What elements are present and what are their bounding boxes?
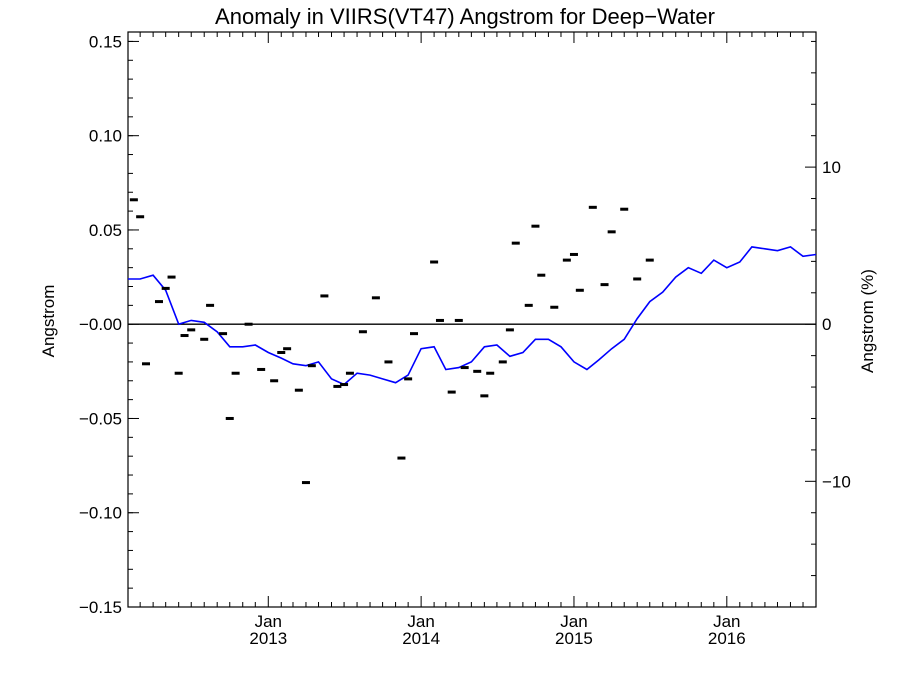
x-tick-label-year: 2016 (708, 629, 746, 648)
data-point (333, 384, 342, 388)
y2-tick-label: 10 (822, 158, 841, 177)
data-point (410, 332, 419, 336)
data-point (180, 334, 189, 338)
y-tick-label: −0.15 (79, 598, 122, 617)
y2-axis-label: Angstrom (%) (858, 269, 877, 373)
data-point (524, 303, 533, 307)
data-point (550, 305, 559, 309)
y-tick-label: 0.15 (89, 32, 122, 51)
data-point (277, 350, 286, 354)
data-point (633, 277, 642, 281)
y-axis-right: 10 0 −10 (805, 40, 851, 608)
data-point (531, 224, 540, 228)
data-point (244, 322, 253, 326)
y2-tick-label: −10 (822, 472, 851, 491)
data-point (384, 360, 393, 364)
data-point (136, 215, 145, 219)
blue-line (128, 246, 817, 386)
y-tick-label: −0.05 (79, 409, 122, 428)
x-tick-label-month: Jan (255, 612, 282, 631)
y-tick-label: −0.00 (79, 315, 122, 334)
y-axis-left: 0.15 0.10 0.05 −0.00 −0.05 −0.10 −0.15 (79, 32, 139, 617)
y2-tick-label: 0 (822, 315, 831, 334)
data-point (301, 481, 310, 485)
data-point (219, 332, 228, 336)
x-tick-label-year: 2015 (555, 629, 593, 648)
data-point (371, 296, 380, 300)
data-point (447, 390, 456, 394)
data-point (620, 207, 629, 211)
data-point (206, 303, 215, 307)
data-point (340, 383, 349, 387)
data-point (498, 360, 507, 364)
data-point (345, 371, 354, 375)
data-point (480, 394, 489, 398)
y-axis-label: Angstrom (39, 285, 58, 358)
data-point (600, 283, 609, 287)
data-point (307, 364, 316, 368)
data-point (270, 379, 279, 383)
y-tick-label: 0.10 (89, 127, 122, 146)
data-point (569, 252, 578, 256)
data-point (129, 198, 138, 202)
data-point (283, 347, 292, 351)
data-point (473, 369, 482, 373)
data-point (294, 388, 303, 392)
data-point (588, 205, 597, 209)
data-point (404, 377, 413, 381)
y-tick-label: 0.05 (89, 221, 122, 240)
data-point (358, 330, 367, 334)
data-point (486, 371, 495, 375)
data-point (454, 318, 463, 322)
data-point (154, 300, 163, 304)
data-point (575, 288, 584, 292)
data-point (430, 260, 439, 264)
data-point (167, 275, 176, 279)
data-point (645, 258, 654, 262)
y-tick-label: −0.10 (79, 504, 122, 523)
data-point (511, 241, 520, 245)
x-tick-label-month: Jan (407, 612, 434, 631)
plot-frame (127, 31, 817, 608)
x-tick-label-year: 2014 (402, 629, 440, 648)
x-tick-label-month: Jan (560, 612, 587, 631)
data-point (562, 258, 571, 262)
data-point (200, 337, 209, 341)
data-point (460, 366, 469, 370)
plot-border (127, 31, 817, 608)
data-point (257, 367, 266, 371)
data-point (225, 416, 234, 420)
data-point (537, 273, 546, 277)
data-point (505, 328, 514, 332)
series-line (128, 246, 817, 386)
data-point (142, 362, 151, 366)
data-point (161, 286, 170, 290)
data-point (607, 230, 616, 234)
data-point (187, 328, 196, 332)
data-point (174, 371, 183, 375)
chart-title: Anomaly in VIIRS(VT47) Angstrom for Deep… (215, 4, 715, 29)
data-point (231, 371, 240, 375)
data-point (435, 318, 444, 322)
x-tick-label-year: 2013 (249, 629, 287, 648)
series-points (129, 198, 654, 485)
data-point (397, 456, 406, 460)
x-tick-label-month: Jan (713, 612, 740, 631)
data-point (320, 294, 329, 298)
